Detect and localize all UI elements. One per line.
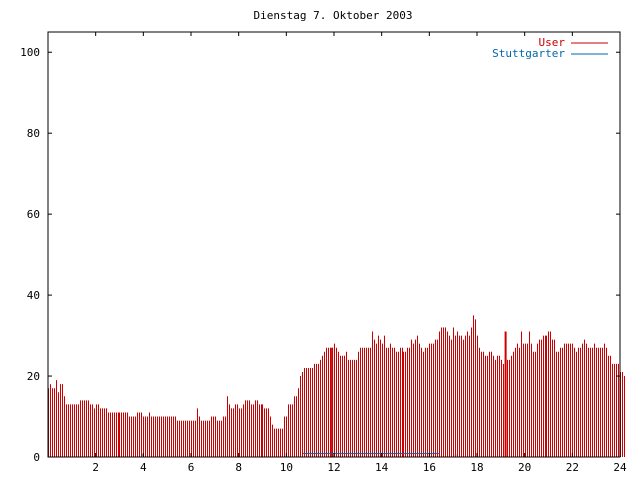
legend: User Stuttgarter	[492, 36, 608, 60]
y-tick-label: 40	[27, 289, 40, 302]
y-tick-label: 80	[27, 127, 40, 140]
x-tick-label: 6	[188, 461, 195, 474]
x-tick-label: 10	[280, 461, 293, 474]
x-tick-label: 18	[470, 461, 483, 474]
x-tick-label: 24	[613, 461, 627, 474]
x-tick-label: 8	[235, 461, 242, 474]
legend-label-user: User	[539, 36, 566, 49]
x-tick-label: 22	[566, 461, 579, 474]
chart-title: Dienstag 7. Oktober 2003	[254, 9, 413, 22]
x-tick-label: 12	[327, 461, 340, 474]
y-tick-label: 0	[33, 451, 40, 464]
y-tick-label: 100	[20, 46, 40, 59]
x-tick-label: 14	[375, 461, 389, 474]
x-tick-label: 2	[92, 461, 99, 474]
y-tick-label: 20	[27, 370, 40, 383]
legend-label-stuttgarter: Stuttgarter	[492, 47, 565, 60]
x-tick-label: 20	[518, 461, 531, 474]
x-tick-label: 16	[423, 461, 436, 474]
y-tick-label: 60	[27, 208, 40, 221]
bars	[48, 315, 625, 457]
x-tick-label: 4	[140, 461, 147, 474]
